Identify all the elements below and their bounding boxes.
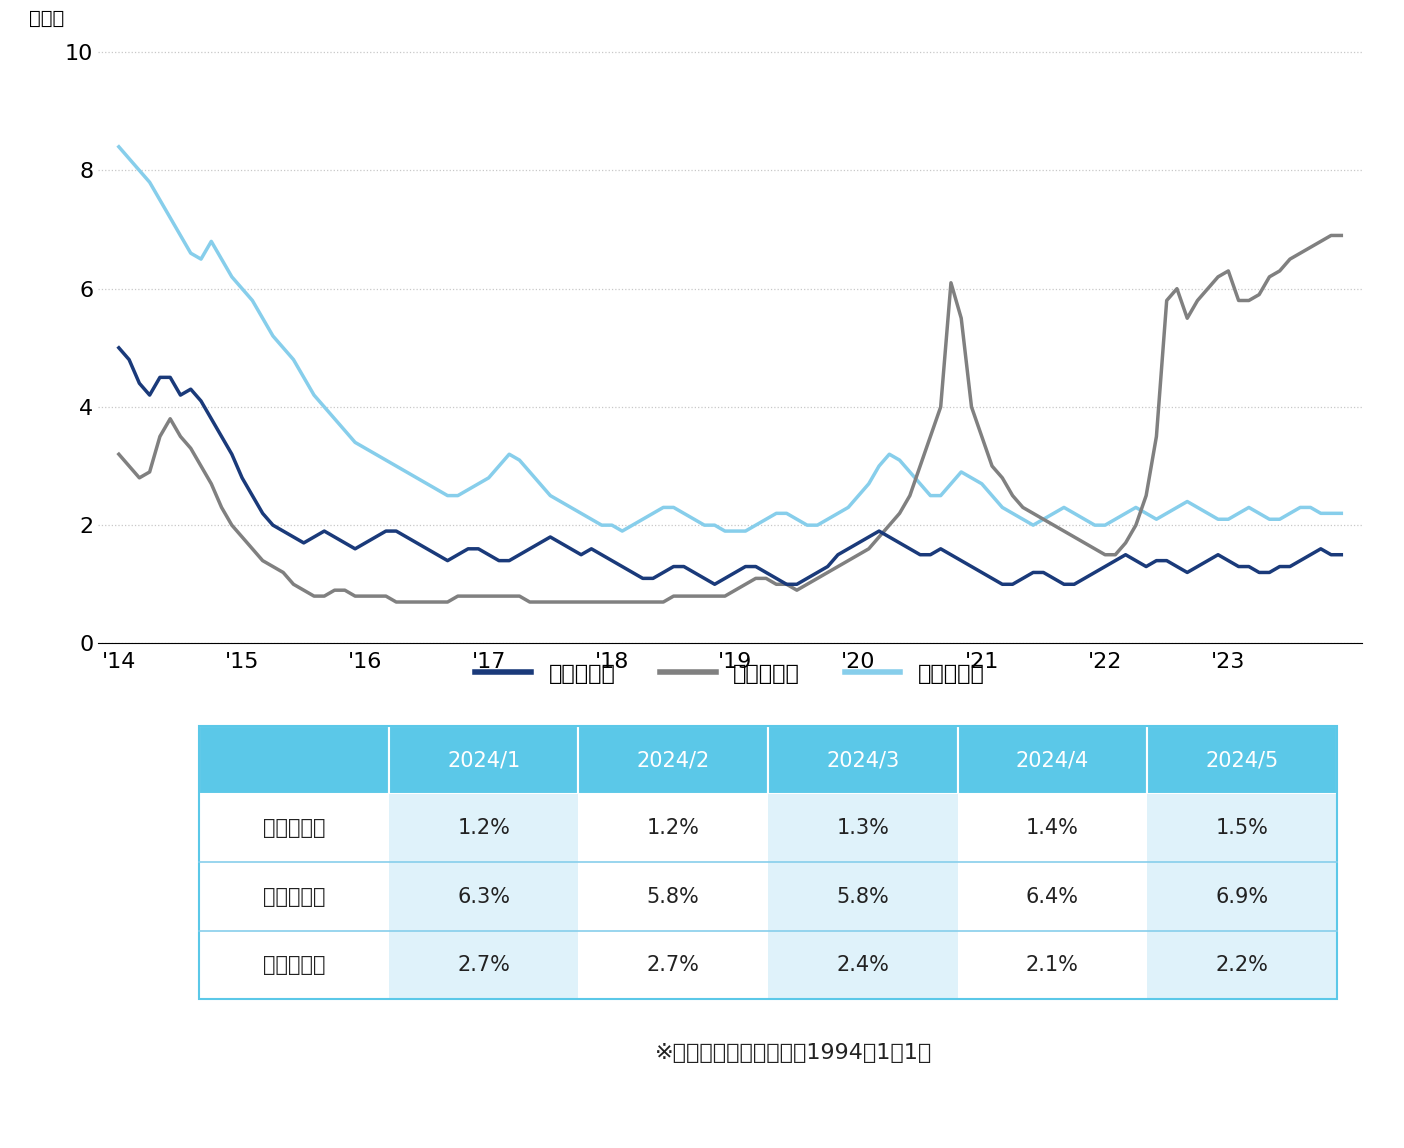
Text: 2.1%: 2.1% xyxy=(1026,955,1078,975)
Bar xyxy=(768,931,958,999)
Text: 1.2%: 1.2% xyxy=(458,819,510,838)
Bar xyxy=(389,726,578,794)
Text: 1.3%: 1.3% xyxy=(837,819,889,838)
Bar xyxy=(1147,726,1337,794)
Text: 2.7%: 2.7% xyxy=(647,955,699,975)
Bar xyxy=(578,862,768,931)
Bar xyxy=(199,726,389,794)
Bar xyxy=(578,931,768,999)
Bar xyxy=(958,931,1147,999)
Bar xyxy=(958,726,1147,794)
Bar xyxy=(768,726,958,794)
Bar xyxy=(1147,862,1337,931)
Text: 6.4%: 6.4% xyxy=(1026,886,1078,907)
Text: 2024/2: 2024/2 xyxy=(636,750,710,770)
Text: ※統　計　開　始　日：1994年1月1日: ※統 計 開 始 日：1994年1月1日 xyxy=(654,1044,932,1063)
Text: 2024/1: 2024/1 xyxy=(446,750,521,770)
Bar xyxy=(1147,931,1337,999)
Text: 2.7%: 2.7% xyxy=(458,955,510,975)
Text: 2024/3: 2024/3 xyxy=(826,750,900,770)
Text: 6.3%: 6.3% xyxy=(458,886,510,907)
Text: 大通エリア: 大通エリア xyxy=(263,955,326,975)
Legend: 南口エリア, 北口エリア, 大通エリア: 南口エリア, 北口エリア, 大通エリア xyxy=(466,656,994,692)
Text: 1.2%: 1.2% xyxy=(647,819,699,838)
Text: 1.4%: 1.4% xyxy=(1026,819,1078,838)
Bar xyxy=(389,794,578,862)
Bar xyxy=(768,794,958,862)
Bar xyxy=(199,726,1337,999)
Text: 2.4%: 2.4% xyxy=(837,955,889,975)
Text: 2024/5: 2024/5 xyxy=(1205,750,1279,770)
Bar xyxy=(578,794,768,862)
Text: 1.5%: 1.5% xyxy=(1216,819,1268,838)
Text: 5.8%: 5.8% xyxy=(837,886,889,907)
Bar xyxy=(389,862,578,931)
Text: （％）: （％） xyxy=(29,9,65,29)
Text: 北口エリア: 北口エリア xyxy=(263,886,326,907)
Bar xyxy=(958,794,1147,862)
Bar xyxy=(1147,794,1337,862)
Text: 6.9%: 6.9% xyxy=(1216,886,1268,907)
Text: 2.2%: 2.2% xyxy=(1216,955,1268,975)
Text: 5.8%: 5.8% xyxy=(647,886,699,907)
Bar xyxy=(958,862,1147,931)
Text: 南口エリア: 南口エリア xyxy=(263,819,326,838)
Bar xyxy=(389,931,578,999)
Bar xyxy=(578,726,768,794)
Bar xyxy=(768,862,958,931)
Text: 2024/4: 2024/4 xyxy=(1015,750,1090,770)
